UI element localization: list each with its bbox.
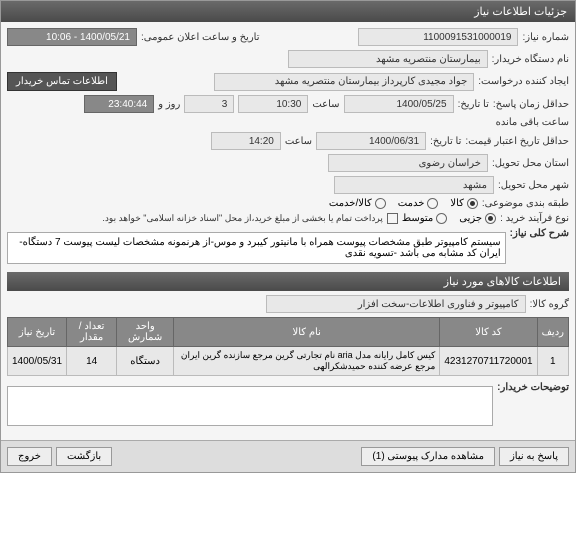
validity-time-label: ساعت <box>285 136 312 147</box>
validity-ta: تا تاریخ: <box>430 136 461 147</box>
radio-icon <box>436 213 447 224</box>
deadline-time-label: ساعت <box>312 99 339 110</box>
province-label: استان محل تحویل: <box>492 158 569 169</box>
pay-note: پرداخت تمام یا بخشی از مبلغ خرید،از محل … <box>102 213 382 224</box>
process-medium-label: متوسط <box>402 213 433 224</box>
table-row[interactable]: 1 4231270711720001 کیس کامل رایانه مدل a… <box>8 347 569 376</box>
radio-icon <box>427 198 438 209</box>
td-name: کیس کامل رایانه مدل aria نام تجارتی گرین… <box>174 347 440 376</box>
td-unit: دستگاه <box>117 347 174 376</box>
td-date: 1400/05/31 <box>8 347 67 376</box>
deadline-days-label: روز و <box>158 99 180 110</box>
cat-radio-group: کالا خدمت کالا/خدمت <box>329 198 478 209</box>
radio-icon <box>485 213 496 224</box>
deadline-ta: تا تاریخ: <box>458 99 489 110</box>
cat-kala-option[interactable]: کالا <box>450 198 478 209</box>
radio-icon <box>467 198 478 209</box>
table-header-row: ردیف کد کالا نام کالا واحد شمارش تعداد /… <box>8 318 569 347</box>
province-value: خراسان رضوی <box>328 154 488 172</box>
validity-label: حداقل تاریخ اعتبار قیمت: <box>465 136 569 147</box>
th-unit: واحد شمارش <box>117 318 174 347</box>
deadline-remain-label: ساعت باقی مانده <box>496 117 569 128</box>
td-qty: 14 <box>67 347 117 376</box>
th-row: ردیف <box>537 318 568 347</box>
validity-time: 14:20 <box>211 132 281 150</box>
desc-text: سیستم کامپیوتر طبق مشخصات پیوست همراه با… <box>7 232 506 264</box>
footer: پاسخ به نیاز مشاهده مدارک پیوستی (1) باز… <box>1 440 575 472</box>
cat-kala-label: کالا <box>450 198 464 209</box>
process-radio-group: جزیی متوسط <box>402 213 496 224</box>
back-button[interactable]: بازگشت <box>56 447 112 466</box>
goods-table: ردیف کد کالا نام کالا واحد شمارش تعداد /… <box>7 317 569 376</box>
process-medium-option[interactable]: متوسط <box>402 213 447 224</box>
city-label: شهر محل تحویل: <box>498 180 569 191</box>
th-qty: تعداد / مقدار <box>67 318 117 347</box>
deadline-remain: 23:40:44 <box>84 95 154 113</box>
creator-label: ایجاد کننده درخواست: <box>478 76 569 87</box>
deadline-label: حداقل زمان پاسخ: <box>493 99 569 110</box>
buyer-value: بیمارستان منتصریه مشهد <box>288 50 488 68</box>
td-row: 1 <box>537 347 568 376</box>
need-no-value: 1100091531000019 <box>358 28 518 46</box>
cat-both-label: کالا/خدمت <box>329 198 372 209</box>
buyer-notes-label: توضیحات خریدار: <box>497 382 569 393</box>
exit-button[interactable]: خروج <box>7 447 52 466</box>
footer-left: بازگشت خروج <box>7 447 112 466</box>
city-value: مشهد <box>334 176 494 194</box>
content-area: شماره نیاز: 1100091531000019 تاریخ و ساع… <box>1 22 575 440</box>
deadline-days: 3 <box>184 95 234 113</box>
announce-value: 1400/05/21 - 10:06 <box>7 28 137 46</box>
need-no-label: شماره نیاز: <box>522 32 569 43</box>
goods-section-header: اطلاعات کالاهای مورد نیاز <box>7 272 569 291</box>
cat-both-option[interactable]: کالا/خدمت <box>329 198 386 209</box>
process-label: نوع فرآیند خرید : <box>500 213 569 224</box>
deadline-time: 10:30 <box>238 95 308 113</box>
process-partial-label: جزیی <box>459 213 482 224</box>
deadline-date: 1400/05/25 <box>344 95 454 113</box>
cat-label: طبقه بندی موضوعی: <box>482 198 569 209</box>
cat-service-label: خدمت <box>398 198 425 209</box>
creator-value: جواد مجیدی کارپرداز بیمارستان منتصریه مش… <box>214 73 474 91</box>
announce-label: تاریخ و ساعت اعلان عمومی: <box>141 32 260 43</box>
group-label: گروه کالا: <box>530 299 569 310</box>
desc-label: شرح کلی نیاز: <box>510 228 569 239</box>
td-code: 4231270711720001 <box>440 347 537 376</box>
radio-icon <box>375 198 386 209</box>
th-code: کد کالا <box>440 318 537 347</box>
validity-date: 1400/06/31 <box>316 132 426 150</box>
process-partial-option[interactable]: جزیی <box>459 213 496 224</box>
th-name: نام کالا <box>174 318 440 347</box>
contact-button[interactable]: اطلاعات تماس خریدار <box>7 72 117 91</box>
cat-service-option[interactable]: خدمت <box>398 198 439 209</box>
pay-checkbox[interactable] <box>387 213 398 224</box>
group-value: کامپیوتر و فناوری اطلاعات-سخت افزار <box>266 295 526 313</box>
titlebar: جزئیات اطلاعات نیاز <box>1 1 575 22</box>
attachments-button[interactable]: مشاهده مدارک پیوستی (1) <box>361 447 495 466</box>
footer-right: پاسخ به نیاز مشاهده مدارک پیوستی (1) <box>361 447 569 466</box>
reply-button[interactable]: پاسخ به نیاز <box>499 447 569 466</box>
buyer-label: نام دستگاه خریدار: <box>492 54 569 65</box>
window: جزئیات اطلاعات نیاز شماره نیاز: 11000915… <box>0 0 576 473</box>
buyer-notes-textarea[interactable] <box>7 386 493 426</box>
th-date: تاریخ نیاز <box>8 318 67 347</box>
